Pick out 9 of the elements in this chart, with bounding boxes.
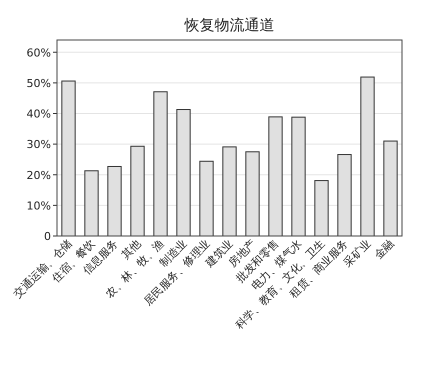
y-tick-label: 0 — [44, 230, 51, 243]
chart-title: 恢复物流通道 — [184, 16, 274, 34]
y-tick-label: 60% — [26, 46, 51, 60]
y-tick-label: 20% — [26, 168, 51, 182]
y-tick-label: 10% — [26, 199, 51, 212]
y-tick-label: 30% — [26, 138, 51, 152]
y-tick-label: 50% — [26, 76, 51, 90]
y-tick-label: 40% — [26, 108, 51, 120]
x-tick-label: 金融 — [372, 236, 397, 262]
